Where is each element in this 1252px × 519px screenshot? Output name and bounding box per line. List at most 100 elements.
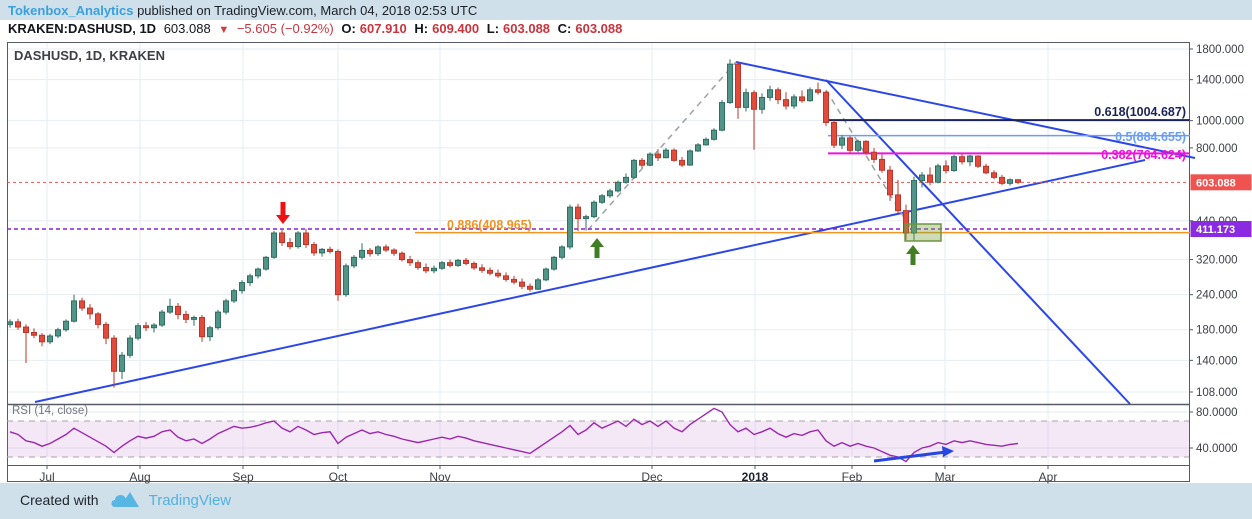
candle-body bbox=[951, 156, 957, 172]
axes[interactable]: 1800.0001400.0001000.000800.000440.00032… bbox=[39, 44, 1252, 484]
tradingview-link[interactable]: TradingView bbox=[148, 491, 232, 509]
candle-body bbox=[79, 300, 85, 309]
green-up-arrow-head[interactable] bbox=[906, 245, 920, 254]
candle-body bbox=[695, 144, 701, 152]
rsi-line bbox=[9, 407, 1019, 463]
candle-body bbox=[199, 316, 205, 338]
rsi-axis-label: 40.0000 bbox=[1196, 443, 1238, 455]
time-axis-label[interactable]: Oct bbox=[329, 470, 348, 484]
trendline-dashed-rise[interactable] bbox=[587, 61, 737, 231]
candle-body bbox=[815, 89, 821, 93]
candle-body bbox=[295, 232, 301, 248]
candle-body bbox=[319, 248, 325, 254]
candle-body bbox=[983, 165, 989, 174]
time-axis-label[interactable]: Mar bbox=[935, 470, 956, 484]
time-axis-label[interactable]: Apr bbox=[1039, 470, 1058, 484]
candle-body bbox=[503, 275, 509, 280]
green-highlight-box[interactable] bbox=[904, 223, 942, 242]
candle-body bbox=[943, 165, 949, 172]
candle-body bbox=[775, 89, 781, 101]
time-axis-label[interactable]: Feb bbox=[842, 470, 863, 484]
candle-body bbox=[343, 265, 349, 296]
candle-body bbox=[407, 259, 413, 264]
publish-info: Tokenbox_Analytics published on TradingV… bbox=[8, 3, 477, 18]
candle-body bbox=[919, 174, 925, 182]
candle-body bbox=[159, 311, 165, 326]
candle-body bbox=[823, 91, 829, 124]
candle-body bbox=[663, 149, 669, 159]
candle-body bbox=[23, 326, 29, 333]
candle-body bbox=[311, 244, 317, 254]
trendline-ascending-support[interactable] bbox=[34, 159, 1146, 403]
time-axis-label[interactable]: Aug bbox=[129, 470, 150, 484]
symbol-ohlc-bar: KRAKEN:DASHUSD, 1D 603.088 ▼ −5.605 (−0.… bbox=[8, 21, 626, 36]
candle-body bbox=[727, 63, 733, 104]
candle-body bbox=[15, 321, 21, 328]
candle-body bbox=[175, 305, 181, 315]
time-axis-label[interactable]: 2018 bbox=[742, 470, 769, 484]
fib-618-label: 0.618(1004.687) bbox=[1094, 105, 1186, 119]
time-axis-label[interactable]: Jul bbox=[39, 470, 54, 484]
candle-body bbox=[783, 99, 789, 107]
candle-body bbox=[495, 272, 501, 277]
candle-body bbox=[959, 156, 965, 163]
high-label: H: bbox=[414, 21, 429, 36]
trendlines bbox=[34, 61, 1196, 405]
candle-body bbox=[487, 269, 493, 274]
candle-body bbox=[839, 137, 845, 146]
candle-body bbox=[471, 262, 477, 269]
red-down-arrow-head[interactable] bbox=[276, 215, 290, 224]
candle-body bbox=[383, 246, 389, 251]
candle-body bbox=[991, 172, 997, 178]
candle-body bbox=[1015, 179, 1021, 183]
candle-body bbox=[1007, 179, 1013, 184]
time-axis-label[interactable]: Dec bbox=[641, 470, 662, 484]
trendline-steep-descending[interactable] bbox=[825, 79, 1131, 405]
candle-body bbox=[111, 337, 117, 372]
candle-body bbox=[119, 354, 125, 372]
candle-body bbox=[455, 259, 461, 266]
price-axis-label: 320.000 bbox=[1196, 255, 1238, 267]
chart-panel-background bbox=[0, 20, 1252, 483]
candle-body bbox=[679, 159, 685, 166]
candle-body bbox=[631, 159, 637, 178]
open-label: O: bbox=[341, 21, 356, 36]
close-label: C: bbox=[557, 21, 572, 36]
candle-body bbox=[935, 165, 941, 183]
price-axis-label: 140.000 bbox=[1196, 355, 1238, 367]
trendline-dashed-fall[interactable] bbox=[825, 89, 915, 235]
candle-body bbox=[831, 122, 837, 146]
published-text: published on TradingView.com, March 04, … bbox=[133, 3, 478, 18]
high-value: 609.400 bbox=[432, 21, 480, 36]
candle-body bbox=[543, 268, 549, 281]
candle-body bbox=[247, 275, 253, 284]
rsi-axis-label: 80.0000 bbox=[1196, 407, 1238, 419]
rsi-blue-arrow-head[interactable] bbox=[942, 446, 954, 457]
candle-body bbox=[511, 278, 517, 283]
candle-body bbox=[335, 250, 341, 296]
candle-body bbox=[87, 307, 93, 315]
author-link[interactable]: Tokenbox_Analytics bbox=[8, 3, 134, 18]
green-up-arrow-head[interactable] bbox=[590, 238, 604, 247]
rsi-band-fill bbox=[7, 421, 1189, 457]
time-axis-label[interactable]: Nov bbox=[429, 470, 450, 484]
time-axis-label[interactable]: Sep bbox=[232, 470, 254, 484]
candle-body bbox=[415, 262, 421, 268]
low-label: L: bbox=[486, 21, 500, 36]
rsi-blue-arrow-shaft[interactable] bbox=[873, 450, 947, 463]
candle-body bbox=[391, 249, 397, 254]
rsi-legend: RSI (14, close) bbox=[12, 405, 88, 417]
candle-body bbox=[127, 337, 133, 356]
candle-body bbox=[167, 305, 173, 313]
panel-border bbox=[7, 42, 1190, 482]
price-axis-label: 1800.000 bbox=[1196, 44, 1244, 56]
gridlines bbox=[7, 42, 1189, 465]
candle-body bbox=[55, 329, 61, 337]
candle-body bbox=[95, 313, 101, 325]
tradingview-logo-icon[interactable] bbox=[111, 490, 141, 510]
candle-body bbox=[183, 313, 189, 320]
trendline-upper-descending[interactable] bbox=[735, 61, 1196, 159]
candle-body bbox=[207, 327, 213, 338]
price-badge-label: 411.173 bbox=[1196, 224, 1235, 236]
